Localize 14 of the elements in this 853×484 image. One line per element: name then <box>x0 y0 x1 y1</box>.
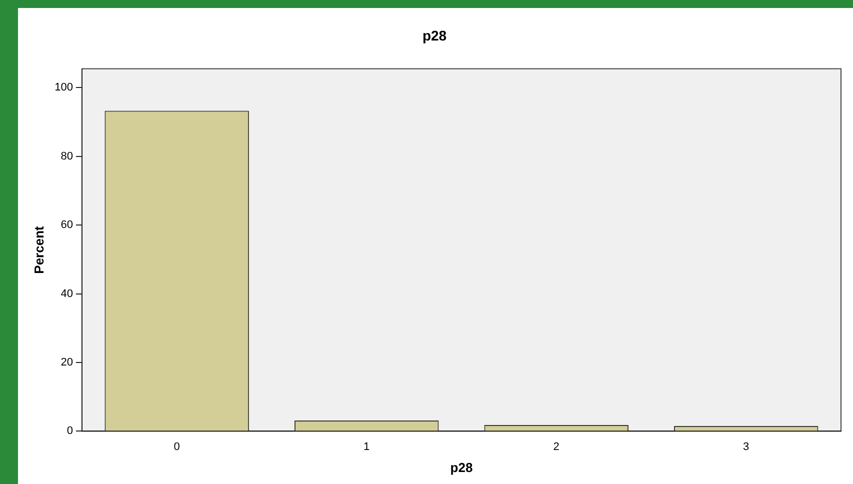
x-tick-label: 1 <box>364 440 370 453</box>
x-tick-label: 0 <box>174 440 180 453</box>
y-tick-label: 20 <box>60 356 73 369</box>
x-tick-label: 2 <box>553 440 560 453</box>
y-tick-label: 0 <box>66 425 73 438</box>
y-tick-label: 80 <box>60 150 73 162</box>
x-axis-title: p28 <box>450 460 473 475</box>
y-tick-label: 100 <box>54 82 73 94</box>
slide-panel: p28 Percent p28 0 1 2 3 0 20 40 60 80 100 <box>18 8 853 484</box>
y-axis-title: Percent <box>31 225 46 274</box>
chart-title: p28 <box>422 27 447 44</box>
x-tick-label: 3 <box>743 440 750 453</box>
y-tick-label: 60 <box>60 219 73 232</box>
y-tick-label: 40 <box>60 288 73 300</box>
